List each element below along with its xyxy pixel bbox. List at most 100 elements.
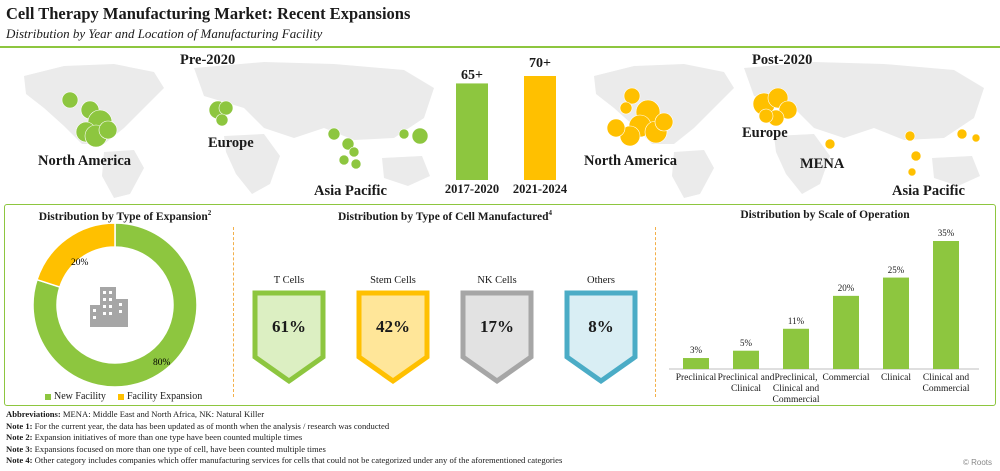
scale-bar <box>833 295 859 369</box>
expansion-donut: 80% 20% <box>32 222 198 388</box>
pre-2020-bubble <box>327 127 341 141</box>
pre-region-asia-pacific: Asia Pacific <box>314 183 387 199</box>
post-region-north-america: North America <box>584 153 678 169</box>
note-key: Note 4: <box>6 455 33 465</box>
header: Cell Therapy Manufacturing Market: Recen… <box>0 0 1000 48</box>
scale-bar-category: Preclinical and Clinical <box>717 373 775 394</box>
post-2020-bubble <box>910 150 922 162</box>
scale-bar-category: Clinical and Commercial <box>922 373 970 394</box>
pre-2020-bubble <box>61 91 79 109</box>
year-label-2017-2020: 2017-2020 <box>444 182 500 196</box>
pre-2020-bubble <box>98 120 118 140</box>
shield-nk-cells <box>460 290 534 385</box>
world-map-post-2020 <box>594 62 984 198</box>
cell-value-stem-cells: 42% <box>376 317 410 336</box>
top-panel: Pre-2020 Post-2020 North America Europe … <box>4 48 996 204</box>
world-map-pre-2020 <box>24 62 434 198</box>
note-key: Note 1: <box>6 420 33 431</box>
cell-shields <box>252 290 638 385</box>
pre-region-europe: Europe <box>208 135 254 151</box>
facility-bubbles-post-2020 <box>606 87 981 177</box>
legend-label-facility-expansion: Facility Expansion <box>126 391 203 402</box>
cell-label-nk-cells: NK Cells <box>477 275 517 286</box>
shield-others <box>564 290 638 385</box>
note-text: Expansion initiatives of more than one t… <box>32 432 303 442</box>
pre-2020-bubble <box>411 127 429 145</box>
legend-swatch-yellow <box>117 393 124 400</box>
cell-label-others: Others <box>587 275 615 286</box>
note-2: Note 2: Expansion initiatives of more th… <box>6 432 562 444</box>
cell-label-stem-cells: Stem Cells <box>370 275 416 286</box>
note-key: Note 2: <box>6 432 33 442</box>
note-text: For the current year, the data has been … <box>32 420 390 431</box>
pre-2020-bubble <box>338 154 350 166</box>
legend-item-facility-expansion: Facility Expansion <box>117 391 203 402</box>
shield-t-cells <box>252 290 326 385</box>
cell-value-others: 8% <box>588 317 614 336</box>
note-key: Abbreviations: <box>6 409 61 419</box>
footnotes: Abbreviations: MENA: Middle East and Nor… <box>6 409 562 467</box>
scale-bar <box>933 241 959 369</box>
post-2020-title: Post-2020 <box>752 52 813 68</box>
expansion-type-title-superscript: 2 <box>207 209 212 217</box>
year-label-2021-2024: 2021-2024 <box>512 182 568 196</box>
note-abbreviations: Abbreviations: MENA: Middle East and Nor… <box>6 409 562 421</box>
donut-label-new-facility: 80% <box>153 358 171 368</box>
expansion-legend: New Facility Facility Expansion <box>45 391 202 402</box>
scale-bar-pct: 25% <box>887 264 905 275</box>
cell-value-t-cells: 61% <box>272 317 306 336</box>
post-2020-bubble <box>623 87 641 105</box>
year-bar-chart <box>456 76 556 180</box>
post-2020-bubble <box>956 128 968 140</box>
post-2020-bubble <box>904 130 916 142</box>
post-2020-bubble <box>907 167 917 177</box>
scale-bar-chart <box>669 241 979 370</box>
note-key: Note 3: <box>6 443 33 454</box>
post-2020-bubble <box>619 101 633 115</box>
scale-bar <box>883 277 909 369</box>
post-region-europe: Europe <box>742 125 788 141</box>
pre-2020-bubble <box>398 128 410 140</box>
world-maps <box>24 62 984 198</box>
post-2020-bubble <box>971 133 981 143</box>
donut-slice-facility-expansion <box>36 222 116 289</box>
pre-2020-bubble <box>218 100 234 116</box>
post-2020-bubble <box>606 118 626 138</box>
note-1: Note 1: For the current year, the data h… <box>6 421 562 433</box>
facility-bubbles-pre-2020 <box>61 91 429 170</box>
shield-stem-cells <box>356 290 430 385</box>
scale-bar <box>783 328 809 369</box>
expansion-type-title: Distribution by Type of Expansion2 <box>25 209 225 223</box>
expansion-type-title-text: Distribution by Type of Expansion <box>38 210 208 223</box>
pre-region-north-america: North America <box>38 153 132 169</box>
cell-type-title-superscript: 4 <box>548 209 553 217</box>
year-bar-2021-2024 <box>524 76 556 180</box>
donut-slice-new-facility <box>32 222 198 388</box>
middle-panel: Distribution by Type of Expansion2 Distr… <box>4 204 996 406</box>
page-subtitle: Distribution by Year and Location of Man… <box>6 26 323 41</box>
divider-2 <box>655 227 656 397</box>
building-icon <box>90 287 128 327</box>
scale-bar-pct: 5% <box>740 337 752 348</box>
pre-2020-bubble <box>348 146 360 158</box>
count-label-2017-2020: 65+ <box>461 68 483 83</box>
post-region-asia-pacific: Asia Pacific <box>892 183 965 199</box>
scale-title: Distribution by Scale of Operation <box>740 209 910 221</box>
cell-type-title-text: Distribution by Type of Cell Manufacture… <box>337 210 549 223</box>
cell-value-nk-cells: 17% <box>480 317 514 336</box>
scale-bar-pct: 20% <box>837 282 855 293</box>
year-bar-2017-2020 <box>456 83 488 180</box>
note-text: Expansions focused on more than one type… <box>32 443 326 454</box>
pre-2020-bubble <box>350 158 362 170</box>
pre-2020-bubble <box>215 113 229 127</box>
pre-2020-title: Pre-2020 <box>180 52 236 68</box>
divider-1 <box>233 227 234 397</box>
legend-label-new-facility: New Facility <box>54 391 106 402</box>
pre-2020-bubble <box>341 137 355 151</box>
post-2020-bubble <box>758 108 774 124</box>
note-4: Note 4: Other category includes companie… <box>6 455 562 467</box>
post-2020-bubble <box>824 138 836 150</box>
legend-swatch-green <box>45 393 51 400</box>
scale-bar-pct: 11% <box>787 315 805 326</box>
scale-bar-category: Commercial <box>822 373 870 383</box>
